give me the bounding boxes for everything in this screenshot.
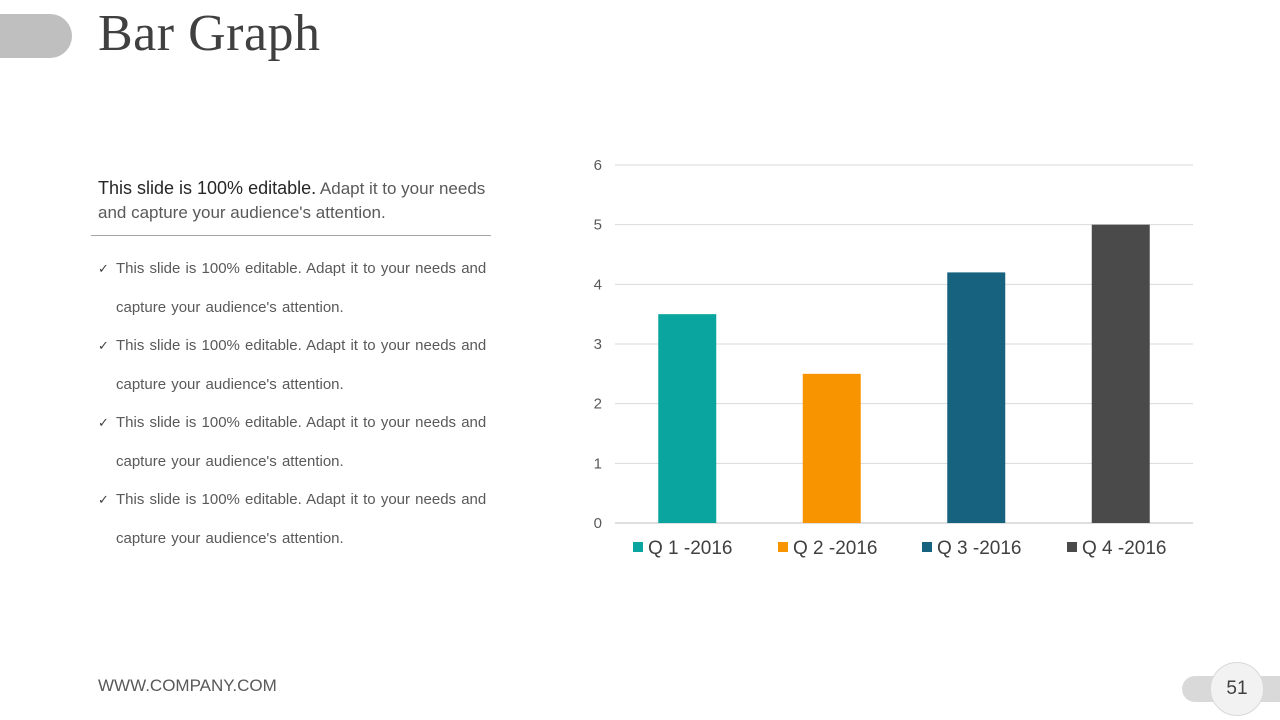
intro-strong-text: This slide is 100% editable. [98,178,317,198]
bullet-item: ✓ This slide is 100% editable. Adapt it t… [98,404,518,481]
y-tick-label: 5 [594,217,602,234]
footer-website: WWW.COMPANY.COM [98,676,277,695]
intro-rest-text: Adapt it to your needs and capture your … [98,179,486,222]
y-tick-label: 6 [594,157,602,174]
legend-label: Q 1 -2016 [648,538,733,559]
y-tick-label: 4 [594,276,602,293]
y-tick-label: 3 [594,336,602,353]
bullet-text: This slide is 100% editable. Adapt it to… [116,337,487,393]
page-number: 51 [1210,662,1264,716]
intro-text: This slide is 100% editable. Adapt it to… [98,176,498,225]
y-tick-label: 2 [594,396,602,413]
bullet-text: This slide is 100% editable. Adapt it to… [116,491,487,547]
legend-label: Q 4 -2016 [1082,538,1167,559]
y-tick-label: 1 [594,455,602,472]
check-icon: ✓ [98,492,109,507]
legend-swatch [633,542,643,552]
legend-swatch [1067,542,1077,552]
bar [1091,224,1150,523]
legend-label: Q 3 -2016 [937,538,1022,559]
bar [947,272,1006,523]
bullet-text: This slide is 100% editable. Adapt it to… [116,260,487,316]
bullet-item: ✓ This slide is 100% editable. Adapt it t… [98,250,518,327]
check-icon: ✓ [98,415,109,430]
bullet-list: ✓ This slide is 100% editable. Adapt it t… [98,250,518,558]
bar-chart-svg: 0 1 2 3 4 5 6 Q 1 -2016 Q 2 -2016 Q 3 -2016 Q 4 -2… [594,157,1193,559]
bar-chart: 0 1 2 3 4 5 6 Q 1 -2016 Q 2 -2016 Q 3 -2016 Q 4 -2… [560,140,1220,580]
legend-label: Q 2 -2016 [793,538,878,559]
bar [802,373,861,523]
title-accent-pill [0,14,72,58]
bullet-item: ✓ This slide is 100% editable. Adapt it t… [98,327,518,404]
legend-swatch [922,542,932,552]
check-icon: ✓ [98,261,109,276]
bar [658,314,717,523]
slide-title: Bar Graph [98,5,321,62]
bullet-text: This slide is 100% editable. Adapt it to… [116,414,487,470]
check-icon: ✓ [98,338,109,353]
legend-swatch [778,542,788,552]
intro-divider [91,235,491,236]
y-tick-label: 0 [594,515,602,532]
bullet-item: ✓ This slide is 100% editable. Adapt it t… [98,481,518,558]
